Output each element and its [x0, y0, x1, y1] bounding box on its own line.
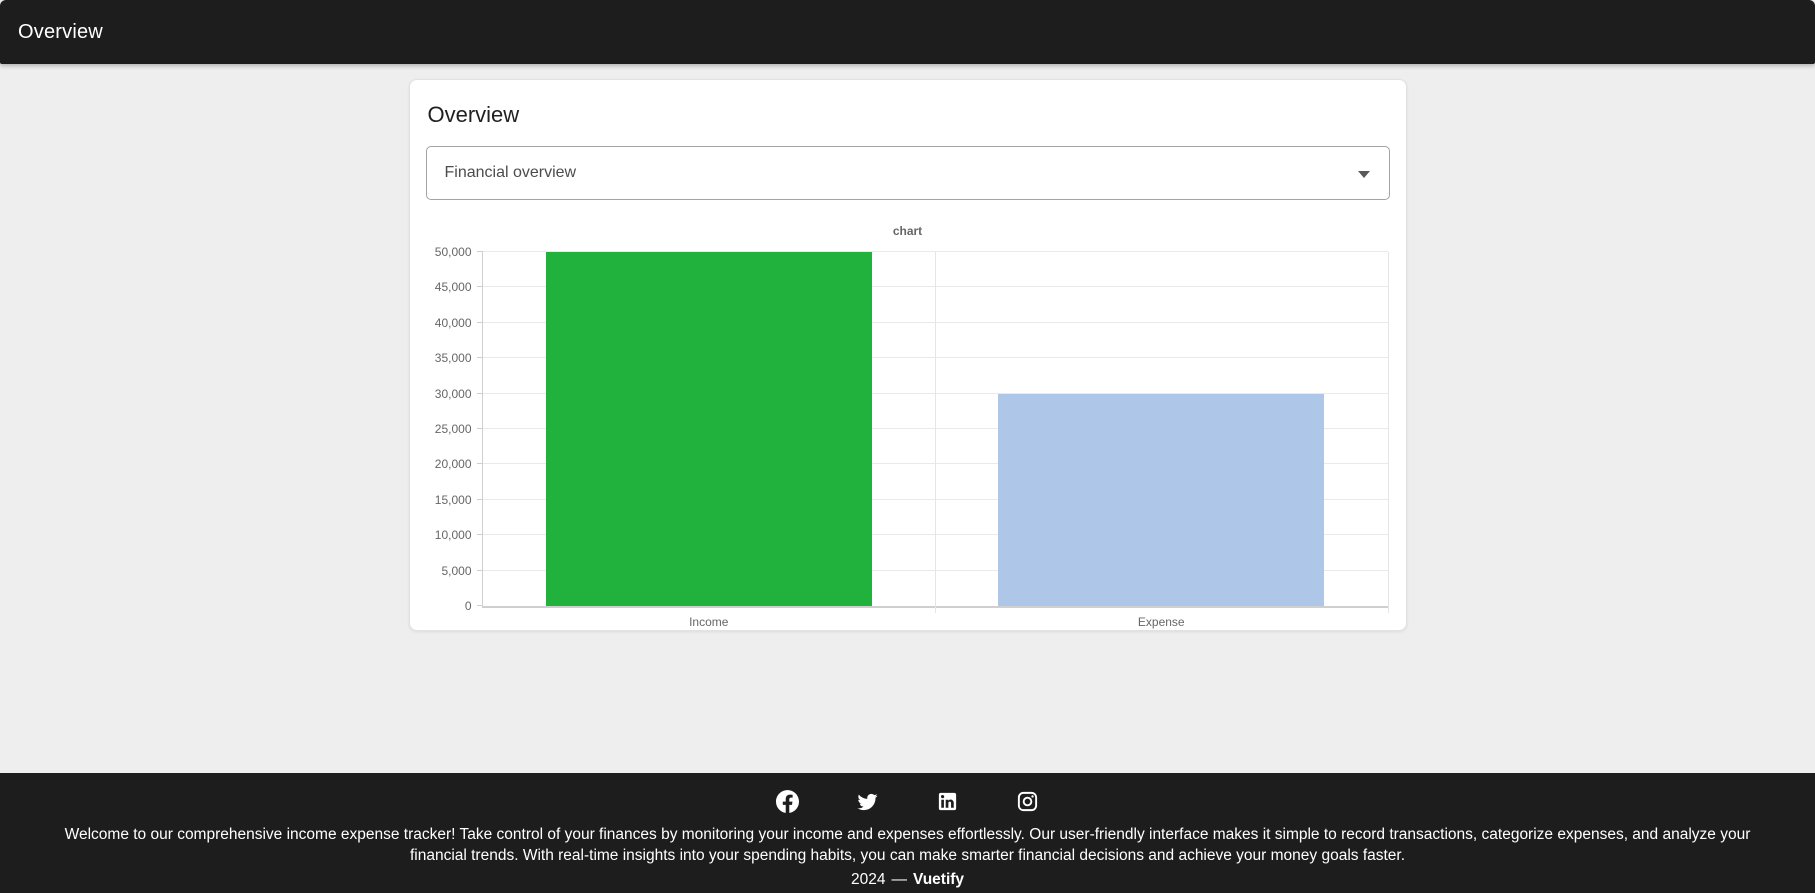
instagram-icon[interactable]: [1016, 789, 1040, 813]
select-value: Financial overview: [444, 164, 577, 181]
y-tick-label: 35,000: [434, 351, 472, 366]
bar-expense: [998, 393, 1325, 606]
facebook-icon[interactable]: [776, 789, 800, 813]
y-tick-label: 45,000: [434, 280, 472, 295]
linkedin-icon[interactable]: [936, 789, 960, 813]
y-tick-label: 50,000: [434, 245, 472, 259]
copyright-year: 2024: [850, 871, 886, 888]
appbar: Overview: [0, 0, 1815, 64]
y-tick-mark: [476, 534, 483, 536]
y-tick-mark: [476, 357, 483, 359]
chevron-down-icon: [1357, 171, 1370, 178]
appbar-title: Overview: [18, 20, 103, 43]
y-tick-mark: [476, 286, 483, 288]
y-gridline: [482, 251, 1388, 252]
social-links: [0, 785, 1815, 817]
page-content: Overview Financial overview chart 0 5,000…: [0, 64, 1815, 773]
report-type-select[interactable]: Financial overview: [425, 146, 1390, 200]
card-title: Overview: [427, 102, 520, 127]
y-tick-mark: [476, 569, 483, 571]
footer: Welcome to our comprehensive income expe…: [0, 773, 1815, 893]
bar-income: [545, 252, 872, 606]
footer-copyright: 2024 — Vuetify: [0, 871, 1815, 889]
y-tick-label: 0: [464, 599, 472, 613]
y-tick-label: 25,000: [434, 422, 472, 436]
y-tick-mark: [476, 463, 483, 465]
y-tick-mark: [476, 392, 483, 394]
y-tick-mark: [476, 428, 483, 429]
twitter-icon[interactable]: [856, 789, 880, 813]
overview-card: Overview Financial overview chart 0 5,000…: [408, 79, 1407, 631]
plot-area: 0 5,000 10,000 15,000 20,000 25,000 30,000 35,0…: [435, 245, 1389, 629]
y-tick-label: 20,000: [434, 457, 472, 472]
x-gridline: [935, 252, 936, 613]
x-label-income: Income: [689, 615, 729, 629]
y-tick-mark: [476, 498, 483, 500]
y-tick-label: 5,000: [441, 563, 472, 578]
copyright-separator: —: [891, 871, 907, 888]
y-tick-mark: [476, 321, 483, 323]
footer-description: Welcome to our comprehensive income expe…: [64, 826, 1751, 864]
x-gridline: [1387, 252, 1389, 613]
x-label-expense: Expense: [1137, 615, 1185, 629]
y-tick-mark: [476, 251, 483, 252]
y-tick-label: 15,000: [434, 492, 472, 507]
y-tick-label: 30,000: [434, 386, 472, 401]
chart-canvas[interactable]: chart 0 5,000 10,000 15,000 20,000 25,000 30,0…: [426, 224, 1390, 629]
y-tick-label: 10,000: [434, 528, 472, 543]
y-tick-label: 40,000: [434, 315, 472, 330]
y-tick-mark: [476, 605, 483, 606]
brand-name: Vuetify: [912, 871, 965, 888]
chart-title: chart: [892, 224, 923, 238]
